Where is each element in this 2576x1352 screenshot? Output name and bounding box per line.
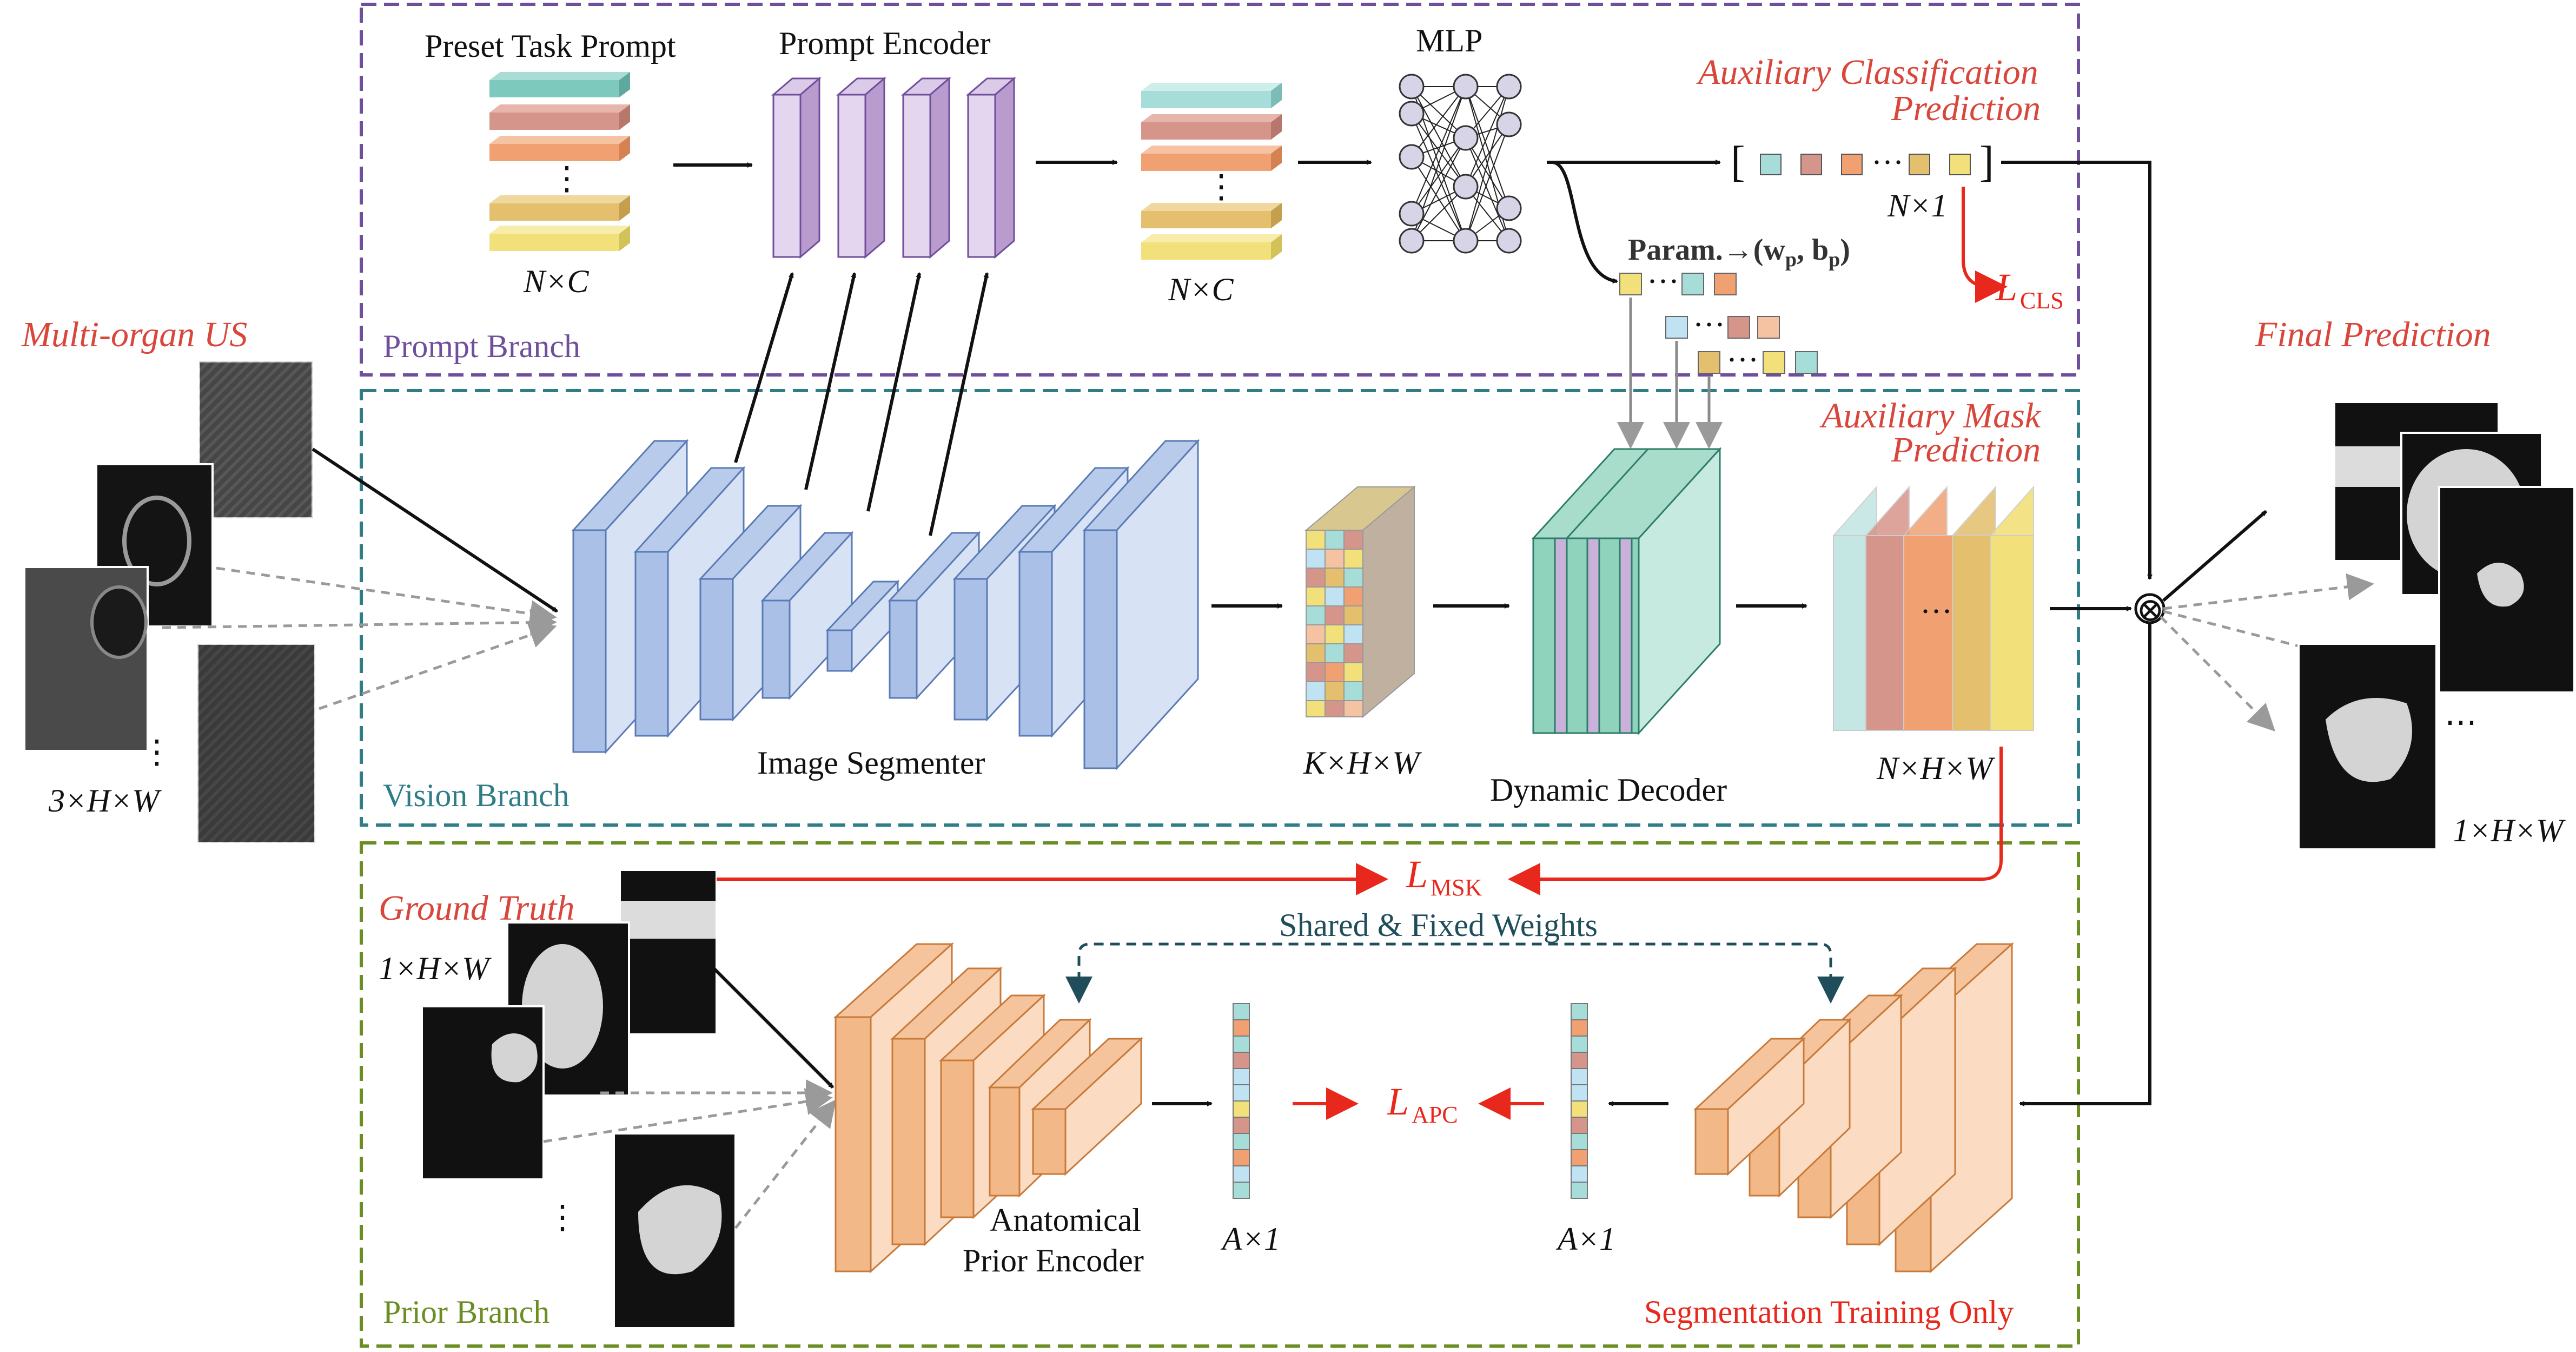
us-to-segmenter-arrow — [312, 447, 558, 613]
cls-loss-arrow — [1962, 187, 2008, 303]
aux-cls-line1: Auxiliary Classification — [1696, 52, 2038, 92]
cls-to-combine-line — [2001, 161, 2153, 580]
mlp-to-param-arrow — [1552, 161, 1618, 284]
msk-loss-path — [1508, 747, 2003, 895]
gt-ellipsis: ⋮ — [546, 1199, 579, 1235]
vec-dims-left: A×1 — [1220, 1221, 1280, 1257]
loss-cls-sub: CLS — [2020, 287, 2064, 314]
prior-branch-label: Prior Branch — [383, 1294, 549, 1330]
prior-vector-right — [1571, 1003, 1588, 1199]
us-ellipsis: ⋮ — [141, 734, 173, 770]
training-only-label: Segmentation Training Only — [1644, 1294, 2014, 1330]
preset-prompt-stack — [489, 72, 630, 251]
prior-encoder-line1: Anatomical — [990, 1202, 1141, 1238]
mlp-network — [1411, 86, 1509, 241]
prompt-encoder-title: Prompt Encoder — [779, 25, 991, 61]
loss-msk-main: L — [1406, 853, 1428, 896]
combine-to-prior-arrow — [2019, 623, 2151, 1106]
aux-mask-line2: Prediction — [1891, 430, 2041, 470]
us-dims: 3×H×W — [48, 783, 162, 819]
shared-weights-connector — [1077, 942, 1844, 1004]
feature-dims: K×H×W — [1303, 745, 1422, 781]
segmenter-to-encoder-arrow-3 — [866, 272, 922, 512]
combine-to-final-arrow-3 — [2163, 610, 2380, 674]
param-cubes — [1619, 273, 1818, 374]
us-image-stack — [23, 360, 316, 844]
gt-to-encoder-arrow — [712, 967, 835, 1089]
svg-text:]: ] — [1979, 138, 1994, 186]
prior-vector-left — [1233, 1003, 1250, 1199]
gt-gray-arrow-2 — [543, 1088, 833, 1143]
param-dots-3: ··· — [1726, 342, 1759, 378]
prompt-branch-label: Prompt Branch — [383, 328, 580, 364]
mlp-nodes — [1399, 74, 1522, 254]
param-dots-1: ··· — [1647, 263, 1679, 299]
shared-weights-label: Shared & Fixed Weights — [1279, 907, 1598, 943]
final-dims: 1×H×W — [2453, 813, 2566, 848]
mlp-title: MLP — [1416, 23, 1482, 58]
preset-dots: ⋮ — [551, 161, 583, 196]
prior-encoder-line2: Prior Encoder — [963, 1243, 1144, 1278]
encoded-prompt-stack — [1141, 83, 1282, 260]
cls-hdots: ··· — [1871, 144, 1904, 180]
segmenter-to-encoder-arrow-4 — [929, 272, 989, 536]
prior-branch-box — [360, 841, 2080, 1348]
combine-to-final-arrow-4 — [2160, 616, 2276, 732]
dynamic-decoder — [1531, 447, 1722, 735]
multi-organ-us-title: Multi-organ US — [21, 315, 247, 354]
aux-mask-stack — [1833, 485, 2034, 732]
encoded-dims: N×C — [1168, 272, 1234, 307]
aux-cls-line2: Prediction — [1891, 89, 2041, 128]
loss-msk-sub: MSK — [1431, 874, 1482, 901]
aux-mask-line1: Auxiliary Mask — [1819, 396, 2042, 436]
final-ellipsis: ⋯ — [2445, 704, 2477, 740]
svg-text:[: [ — [1731, 138, 1745, 186]
param-dots-2: ··· — [1693, 307, 1725, 342]
ground-truth-title: Ground Truth — [379, 888, 574, 928]
anatomical-prior-encoder — [833, 942, 1143, 1274]
param-label: Param.→(wp, bp) — [1628, 233, 1850, 271]
loss-apc-sub: APC — [1412, 1102, 1458, 1128]
ground-truth-stack — [421, 871, 737, 1329]
gt-dims: 1×H×W — [379, 951, 492, 986]
vec-dims-right: A×1 — [1555, 1221, 1615, 1257]
feature-cube — [1304, 485, 1416, 718]
loss-apc-main: L — [1387, 1080, 1409, 1123]
encoded-dots: ⋮ — [1205, 169, 1237, 205]
image-segmenter-title: Image Segmenter — [757, 745, 985, 781]
combine-symbol: ⊗ — [2136, 592, 2164, 629]
mask-hdots: ··· — [1920, 593, 1952, 629]
cls-dims: N×1 — [1887, 188, 1948, 223]
loss-cls-main: L — [1995, 266, 2017, 309]
final-prediction-title: Final Prediction — [2255, 315, 2491, 354]
combine-to-final-arrow-1 — [2162, 510, 2267, 602]
image-segmenter — [571, 439, 1200, 770]
us-gray-arrow-3 — [319, 622, 557, 710]
vision-branch-label: Vision Branch — [383, 777, 569, 813]
prompt-encoder-blocks — [771, 76, 1017, 259]
final-prediction-stack — [2297, 403, 2575, 850]
preset-dims: N×C — [523, 263, 590, 299]
gt-gray-arrow-3 — [734, 1099, 837, 1229]
combine-to-final-arrow-2 — [2163, 573, 2374, 610]
segmenter-to-encoder-arrow-2 — [804, 272, 857, 490]
segmenter-to-encoder-arrow-1 — [734, 272, 794, 463]
preset-task-prompt-title: Preset Task Prompt — [425, 28, 676, 64]
mirrored-prior-encoder — [1693, 942, 2014, 1274]
mask-dims: N×H×W — [1876, 750, 1995, 786]
us-gray-arrow-2 — [162, 609, 557, 636]
dynamic-decoder-title: Dynamic Decoder — [1490, 772, 1727, 808]
cls-vector: [ ] — [1731, 138, 1994, 186]
us-gray-arrow-1 — [216, 566, 557, 627]
prompt-branch-box — [360, 3, 2080, 377]
